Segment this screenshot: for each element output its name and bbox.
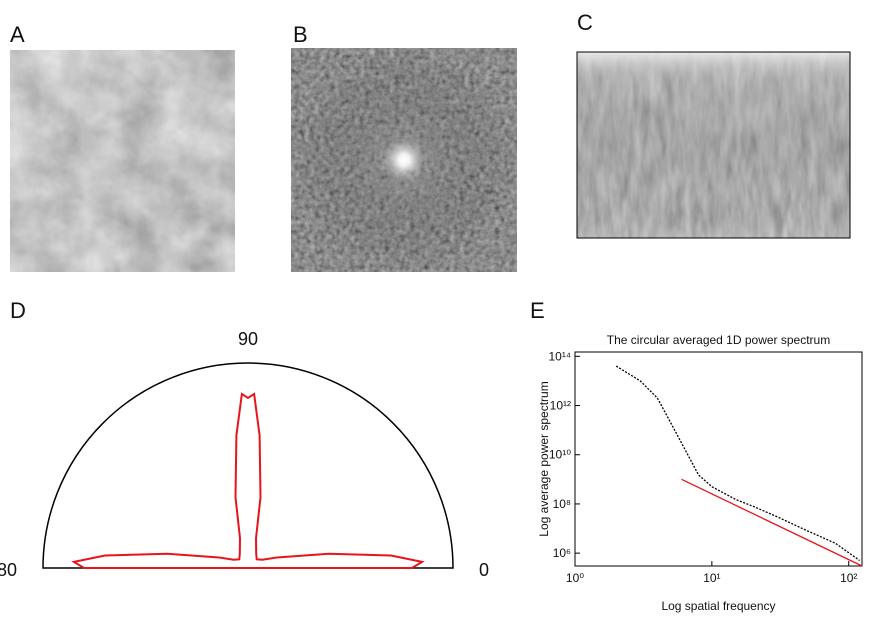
- theta-tick-label: 90: [238, 329, 258, 349]
- polar-frame: [42, 362, 454, 569]
- polar-curve: [71, 392, 425, 569]
- y-axis-label: Log average power spectrum: [537, 381, 551, 536]
- panel-label: D: [10, 298, 26, 323]
- panel-label: C: [577, 10, 593, 35]
- image-a: [10, 50, 235, 272]
- panel-label: B: [293, 22, 308, 47]
- panel-label: E: [530, 298, 545, 323]
- image-b: [291, 48, 517, 272]
- chart-title: The circular averaged 1D power spectrum: [607, 333, 830, 347]
- x-tick-label: 10⁰: [566, 571, 584, 585]
- theta-tick-label: 180: [0, 560, 17, 580]
- panel-label: A: [10, 22, 25, 47]
- series-line: [615, 365, 860, 562]
- theta-tick-label: 0: [479, 560, 489, 580]
- x-tick-label: 10²: [840, 571, 857, 585]
- y-tick-label: 10¹⁰: [549, 448, 571, 462]
- plot-frame: [574, 351, 863, 567]
- y-tick-label: 10⁸: [553, 497, 571, 511]
- x-tick-label: 10¹: [703, 571, 720, 585]
- y-tick-label: 10¹²: [550, 399, 571, 413]
- image-c: [576, 51, 851, 239]
- x-axis-label: Log spatial frequency: [661, 599, 775, 613]
- series-line: [681, 478, 863, 567]
- y-tick-label: 10¹⁴: [549, 349, 572, 363]
- y-tick-label: 10⁶: [553, 546, 571, 560]
